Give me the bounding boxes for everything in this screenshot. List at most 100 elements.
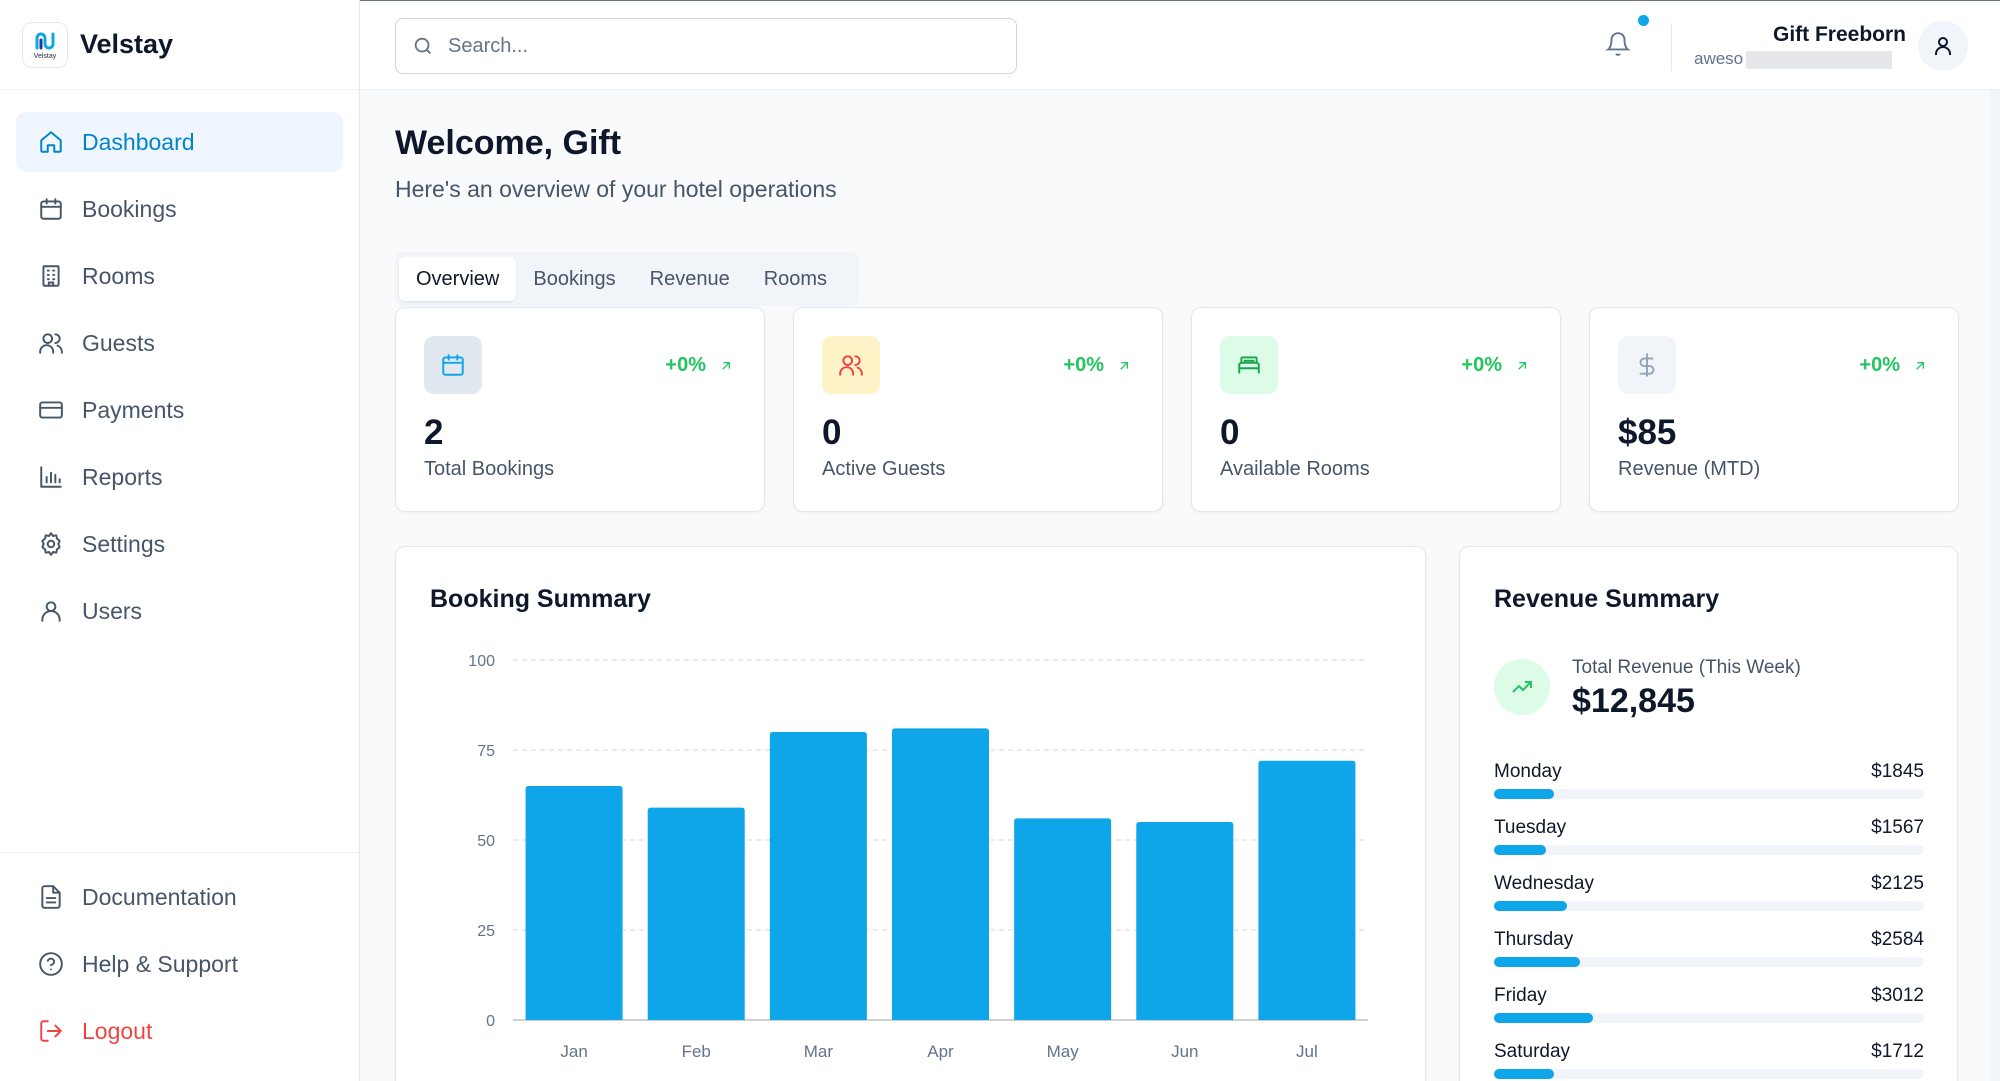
tab-rooms[interactable]: Rooms	[763, 267, 828, 290]
stat-card-active-guests: +0% 0 Active Guests	[793, 307, 1163, 512]
x-tick-label: Jul	[1296, 1042, 1318, 1061]
sidebar-item-payments[interactable]: Payments	[16, 380, 343, 440]
x-tick-label: Jun	[1171, 1042, 1198, 1061]
day-name: Friday	[1494, 985, 1547, 1006]
tab-overview[interactable]: Overview	[399, 257, 517, 301]
day-progress-track	[1494, 957, 1924, 967]
stat-value: 0	[822, 413, 842, 452]
top-header: Gift Freeborn aweso	[360, 0, 2000, 90]
sidebar-item-label: Users	[82, 597, 143, 624]
user-icon	[1935, 37, 1951, 55]
search-box[interactable]	[395, 18, 1017, 74]
day-name: Thursday	[1494, 929, 1574, 950]
trending-up-badge	[1494, 659, 1550, 715]
stat-value: 2	[424, 413, 444, 452]
stat-change-value: +0%	[1859, 354, 1900, 376]
day-name: Tuesday	[1494, 817, 1567, 838]
sidebar-item-label: Rooms	[82, 262, 155, 289]
logout-button[interactable]: Logout	[16, 1001, 343, 1061]
page-title: Welcome, Gift	[395, 124, 622, 162]
bar-apr[interactable]	[892, 728, 989, 1020]
day-progress-track	[1494, 845, 1924, 855]
sidebar-item-label: Bookings	[82, 195, 177, 222]
trending-up-icon	[1512, 681, 1532, 693]
scrollbar[interactable]	[1990, 90, 2000, 1081]
arrow-up-right-icon	[1518, 361, 1526, 370]
sidebar-item-bookings[interactable]: Bookings	[16, 179, 343, 239]
document-icon	[41, 885, 61, 909]
day-progress-fill	[1494, 901, 1568, 911]
bar-feb[interactable]	[647, 807, 745, 1020]
sidebar-item-reports[interactable]: Reports	[16, 447, 343, 507]
tab-bookings[interactable]: Bookings	[533, 267, 616, 290]
day-progress-fill	[1494, 957, 1580, 967]
revenue-day-row: Tuesday $1567	[1494, 817, 1924, 855]
user-icon	[41, 601, 61, 622]
stat-value: 0	[1220, 413, 1240, 452]
revenue-day-row: Friday $3012	[1494, 985, 1924, 1023]
arrow-up-right-icon	[1120, 361, 1128, 370]
sidebar-item-rooms[interactable]: Rooms	[16, 246, 343, 306]
sidebar-item-dashboard[interactable]: Dashboard	[16, 112, 343, 172]
stat-icon-wrap	[424, 336, 482, 394]
sidebar-item-help-support[interactable]: Help & Support	[16, 934, 343, 994]
bed-icon	[1238, 356, 1260, 374]
x-tick-label: Apr	[927, 1042, 954, 1061]
day-amount: $2125	[1871, 873, 1924, 894]
tab-revenue[interactable]: Revenue	[649, 267, 730, 290]
stat-value: $85	[1618, 413, 1677, 452]
booking-summary-title: Booking Summary	[430, 585, 651, 613]
sidebar-nav: Dashboard Bookings Rooms Guests Payments…	[0, 90, 359, 641]
total-revenue-label: Total Revenue (This Week)	[1572, 657, 1801, 678]
sidebar-item-label: Dashboard	[82, 128, 195, 155]
dollar-icon	[1639, 353, 1655, 377]
home-icon	[40, 131, 62, 153]
stat-label: Available Rooms	[1220, 458, 1370, 480]
booking-summary-card: Booking Summary 0 25 50 75 100 Jan Feb Mar Apr Ma…	[395, 546, 1426, 1081]
day-progress-fill	[1494, 1069, 1555, 1079]
arrow-up-right-icon	[1916, 361, 1924, 370]
sidebar-item-users[interactable]: Users	[16, 581, 343, 641]
day-progress-fill	[1494, 845, 1546, 855]
day-progress-track	[1494, 789, 1924, 799]
revenue-summary-card: Revenue Summary Total Revenue (This Week…	[1459, 546, 1958, 1081]
bar-mar[interactable]	[769, 732, 867, 1020]
day-progress-fill	[1494, 1013, 1593, 1023]
stat-change: +0%	[1461, 354, 1530, 377]
x-tick-label: Feb	[682, 1042, 711, 1061]
y-tick-label: 50	[477, 833, 495, 850]
search-input[interactable]	[448, 34, 1008, 58]
user-name: Gift Freeborn	[1772, 23, 1906, 46]
sidebar-item-guests[interactable]: Guests	[16, 313, 343, 373]
x-tick-label: May	[1047, 1042, 1080, 1061]
bar-jan[interactable]	[525, 786, 623, 1020]
brand[interactable]: Velstay Velstay	[0, 0, 359, 90]
day-progress-track	[1494, 1013, 1924, 1023]
sidebar-item-settings[interactable]: Settings	[16, 514, 343, 574]
stat-card-revenue-mtd: +0% $85 Revenue (MTD)	[1589, 307, 1959, 512]
bar-jun[interactable]	[1136, 822, 1234, 1020]
user-avatar-button[interactable]	[1918, 21, 1968, 71]
email-redaction	[1746, 51, 1892, 69]
revenue-day-row: Thursday $2584	[1494, 929, 1924, 967]
day-amount: $1712	[1871, 1041, 1924, 1062]
stat-icon-wrap	[1220, 336, 1278, 394]
arrow-up-right-icon	[722, 361, 730, 370]
day-amount: $3012	[1871, 985, 1924, 1006]
bar-chart-icon	[40, 466, 62, 488]
notifications-button[interactable]	[1605, 31, 1635, 61]
revenue-summary-title: Revenue Summary	[1494, 585, 1720, 613]
bar-may[interactable]	[1014, 818, 1112, 1020]
calendar-icon	[40, 198, 62, 220]
users-icon	[39, 333, 63, 354]
bar-jul[interactable]	[1258, 760, 1356, 1020]
sidebar-item-label: Payments	[82, 396, 185, 423]
y-tick-label: 100	[468, 653, 495, 670]
dashboard-tabs: Overview Bookings Revenue Rooms	[395, 252, 859, 306]
revenue-day-row: Saturday $1712	[1494, 1041, 1924, 1079]
stat-card-total-bookings: +0% 2 Total Bookings	[395, 307, 765, 512]
stat-label: Active Guests	[822, 458, 946, 480]
logo-wordmark: Velstay	[33, 52, 57, 60]
sidebar-item-documentation[interactable]: Documentation	[16, 867, 343, 927]
sidebar: Velstay Velstay Dashboard Bookings Rooms…	[0, 0, 360, 1081]
